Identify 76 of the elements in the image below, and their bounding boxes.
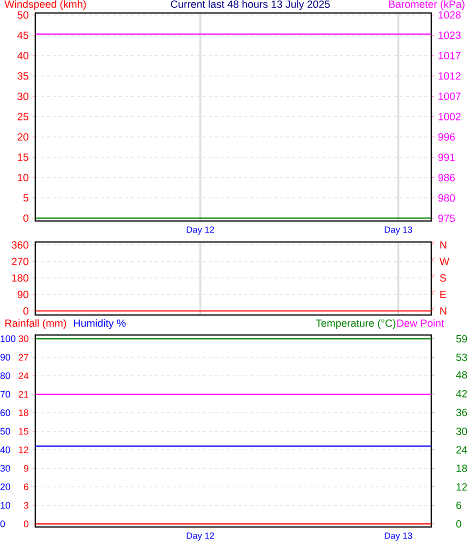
x-tick-label: Day 13	[384, 226, 412, 235]
y-tick-label: 15	[18, 154, 28, 161]
y3-tick-label: 20	[0, 483, 10, 490]
y2-tick-label: 59	[456, 335, 468, 342]
y-axis-title: Windspeed (kmh)	[4, 0, 86, 10]
y-tick-label: 30	[18, 92, 28, 100]
y3-tick-label: 30	[0, 464, 10, 472]
y-tick-label: 0	[23, 214, 28, 222]
y-tick-label: 3	[24, 502, 28, 509]
y3-tick-label: 40	[0, 446, 10, 454]
y-tick-label: 360	[12, 241, 28, 249]
y-tick-label: 0	[23, 307, 28, 315]
y2-tick-label: 980	[438, 194, 455, 202]
y-tick-label: 270	[12, 258, 28, 266]
y-tick-label: 5	[23, 194, 28, 202]
y3-tick-label: 70	[0, 390, 10, 398]
y3-tick-label: 0	[0, 520, 5, 528]
y-tick-label: 180	[12, 274, 28, 282]
y-tick-label: 9	[24, 464, 28, 472]
y-tick-label: 25	[18, 112, 28, 120]
x-tick-label: Day 13	[384, 532, 412, 541]
y-tick-label: 6	[24, 484, 28, 490]
y-tick-label: 40	[17, 52, 28, 60]
y-tick-label: 12	[19, 446, 28, 454]
text: N	[440, 307, 446, 315]
y2-tick-label: 18	[456, 464, 468, 472]
y3-tick-label: 10	[0, 502, 10, 509]
y-tick-label: 15	[19, 428, 28, 435]
y3-tick-label: 100	[0, 335, 16, 342]
y2-tick-label: 991	[438, 154, 455, 161]
y2-tick-label: 996	[438, 133, 455, 141]
y2-tick-label: 975	[438, 214, 455, 222]
text: N	[440, 241, 446, 249]
text: Dew Point	[397, 319, 444, 327]
y-tick-label: 50	[18, 11, 28, 19]
y2-tick-label: 48	[456, 371, 468, 379]
y3-tick-label: 80	[0, 372, 10, 380]
y3-tick-label: 60	[0, 409, 10, 416]
y-tick-label: 18	[19, 409, 28, 416]
y3-tick-label: 50	[0, 428, 10, 435]
y2-tick-label: 0	[456, 520, 462, 528]
y2-tick-label: 30	[456, 428, 468, 436]
y-tick-label: 30	[18, 335, 29, 342]
y2-axis-title: Barometer (kPa)	[389, 0, 465, 10]
chart-title: Current last 48 hours 13 July 2025	[170, 0, 330, 10]
y-tick-label: 90	[18, 290, 28, 298]
y2-tick-label: 986	[438, 174, 455, 182]
y-tick-label: 27	[18, 354, 28, 361]
text: S	[440, 274, 446, 282]
y2-tick-label: 12	[456, 483, 468, 490]
x-tick-label: Day 12	[186, 532, 214, 541]
y-tick-label: 21	[18, 390, 28, 398]
y2-tick-label: 1028	[438, 11, 461, 19]
y-axis-title: Rainfall (mm)	[5, 319, 66, 329]
y2-tick-label: 24	[456, 446, 468, 454]
y2-tick-label: 6	[456, 502, 462, 510]
y3-tick-label: 90	[0, 354, 10, 361]
y-tick-label: 24	[18, 372, 29, 380]
y2-tick-label: 53	[456, 354, 468, 361]
y2-tick-label: 1012	[438, 72, 461, 80]
text: W	[440, 258, 450, 266]
y2-tick-label: 36	[456, 408, 468, 416]
y3-axis-title: Humidity %	[74, 319, 126, 329]
y-tick-label: 10	[18, 174, 28, 182]
y2-tick-label: 1002	[438, 112, 461, 120]
y-tick-label: 45	[17, 32, 28, 39]
y2-tick-label: 42	[456, 390, 468, 398]
y2-tick-label: 1007	[438, 92, 461, 100]
y-tick-label: 35	[18, 72, 28, 80]
y2-tick-label: 1017	[438, 52, 461, 60]
y-tick-label: 20	[18, 133, 28, 141]
y2-tick-label: 1023	[438, 32, 461, 39]
text: E	[440, 290, 446, 298]
x-tick-label: Day 12	[186, 226, 214, 235]
y2-axis-title: Temperature (°C)	[316, 319, 396, 329]
y-tick-label: 0	[24, 520, 29, 528]
